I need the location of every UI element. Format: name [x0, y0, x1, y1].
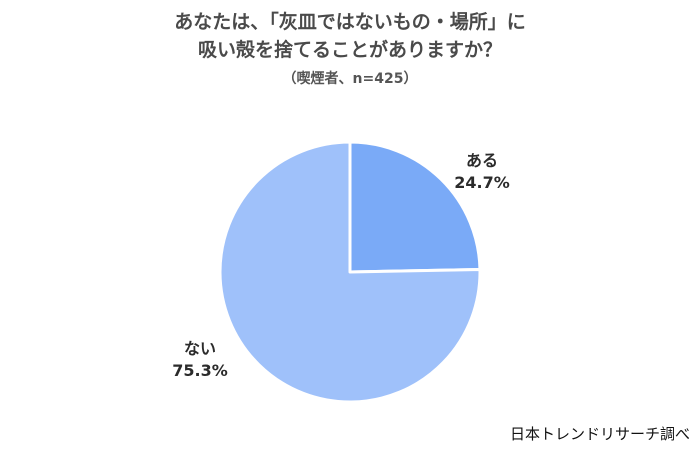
pie-slice-0 — [348, 140, 482, 274]
slice-label-aru-value: 24.7% — [454, 173, 510, 192]
slice-label-nai-value: 75.3% — [172, 361, 228, 380]
slice-label-aru: ある 24.7% — [452, 150, 512, 194]
chart-title: あなたは、「灰皿ではないもの・場所」に 吸い殻を捨てることがありますか？ — [0, 8, 700, 64]
chart-title-line-1: あなたは、「灰皿ではないもの・場所」に — [174, 11, 526, 33]
source-credit: 日本トレンドリサーチ調べ — [509, 425, 690, 443]
slice-label-nai-name: ない — [183, 339, 216, 358]
chart-subtitle: （喫煙者、n=425） — [282, 71, 418, 87]
slice-label-nai: ない 75.3% — [170, 338, 230, 382]
pie-slice-1 — [218, 140, 482, 404]
slice-label-aru-name: ある — [465, 151, 498, 170]
chart-title-line-2: 吸い殻を捨てることがありますか？ — [197, 39, 502, 61]
